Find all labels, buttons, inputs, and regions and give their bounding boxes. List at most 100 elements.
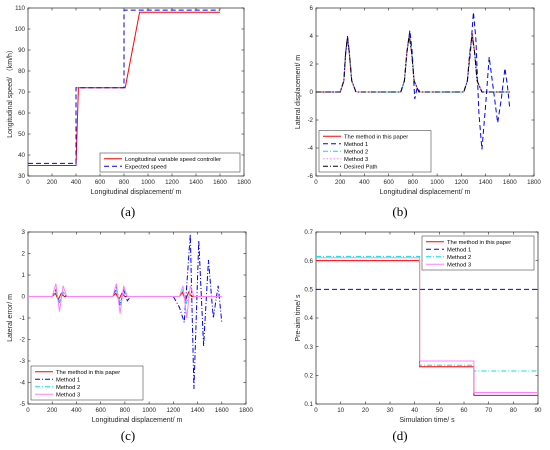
x-axis-label: Longitudinal displacement/ m [380,189,471,196]
y-axis-label: Pre-aim time/ s [295,294,302,342]
legend: Longitudinal variable speed controllerEx… [99,152,241,173]
caption-a: (a) [120,204,136,219]
x-tick-label: 1800 [527,179,541,186]
x-tick-label: 1600 [215,407,229,414]
legend-label: Method 3 [344,157,368,163]
chart-panel-d: 0 10 20 30 40 50 60 70 80 90 0.1 0.2 0.3 0.4 0.5 0.6 0.7… [295,229,542,424]
plot-area [27,7,245,177]
y-tick-label: 3 [22,229,26,236]
x-tick-label: 200 [47,179,58,186]
y-tick-label: 0.1 [304,401,313,408]
y-tick-label: 110 [15,5,25,12]
x-tick-label: 1200 [166,407,180,414]
y-tick-label: 4 [310,33,314,40]
x-tick-label: 1400 [191,407,205,414]
y-tick-label: 0 [310,89,314,96]
y-tick-label: 40 [18,152,25,159]
y-axis-label: Lateral error/ m [7,294,14,342]
x-tick-label: 400 [71,179,82,186]
caption-d: (d) [392,428,408,443]
y-tick-label: 70 [18,89,25,96]
y-tick-label: 30 [18,173,25,180]
x-tick-label: 600 [96,407,107,414]
x-tick-label: 1200 [454,179,468,186]
y-axis-label: Lateral displacement/ m [295,55,302,129]
x-tick-label: 1000 [430,179,444,186]
x-tick-label: 0 [26,407,30,414]
series-line-d-2 [316,255,538,372]
x-tick-label: 20 [362,407,369,414]
x-tick-label: 0 [314,407,318,414]
caption-b: (b) [392,204,408,219]
series-line-a-1 [28,9,220,164]
y-tick-label: 0.5 [304,287,313,294]
x-tick-label: 800 [119,179,130,186]
y-tick-label: 2 [310,61,314,68]
y-tick-label: -5 [19,401,25,408]
x-tick-label: 1800 [239,407,253,414]
y-tick-label: -4 [19,380,25,387]
series-line-d-0 [316,260,538,396]
caption-c: (c) [120,428,136,443]
x-tick-label: 40 [411,407,418,414]
x-tick-label: 90 [535,407,542,414]
x-tick-label: 600 [95,179,106,186]
x-tick-label: 80 [510,407,517,414]
x-tick-label: 800 [120,407,131,414]
legend-label: Method 1 [447,247,471,253]
legend-label: Method 2 [56,385,80,391]
x-tick-label: 50 [436,407,443,414]
chart-panel-a: 0 200 400 600 800 1000 1200 1400 1600 1800 30 40 50 6… [6,5,251,196]
legend-label: Method 3 [447,262,471,268]
x-tick-label: 600 [384,179,395,186]
y-tick-label: -4 [307,145,313,152]
x-tick-label: 400 [71,407,82,414]
chart-panel-c: 0 200 400 600 800 1000 1200 1400 1600 1800 -5 -4 -3 -… [7,229,253,424]
y-tick-label: 2 [22,251,26,258]
legend-label: Longitudinal variable speed controller [125,157,221,163]
y-tick-label: 0.4 [304,315,313,322]
x-tick-label: 200 [335,179,346,186]
y-tick-label: -1 [19,315,25,322]
y-tick-label: 50 [18,131,25,138]
x-axis-label: Longitudinal displacement/ m [91,189,182,196]
x-tick-label: 1600 [213,179,227,186]
legend-label: Desired Path [344,164,378,170]
legend-label: Method 2 [344,149,368,155]
y-tick-label: 0.6 [304,258,313,265]
y-tick-label: -3 [19,358,25,365]
y-tick-label: -6 [307,173,313,180]
y-tick-label: -2 [307,117,313,124]
x-tick-label: 0 [314,179,318,186]
x-tick-label: 1000 [141,179,155,186]
series-line-b-4 [316,35,510,93]
legend-label: The method in this paper [344,134,408,140]
x-tick-label: 1600 [503,179,517,186]
x-tick-label: 70 [485,407,492,414]
x-tick-label: 800 [408,179,419,186]
x-tick-label: 1200 [165,179,179,186]
legend-label: Method 2 [447,255,471,261]
y-tick-label: 90 [18,47,25,54]
series-line-c-3 [28,283,222,319]
y-tick-label: 100 [15,26,26,33]
legend-label: Method 3 [56,392,80,398]
y-axis-label: Longitudinal speed/ （km/h） [6,46,14,138]
legend-label: The method in this paper [56,370,120,376]
chart-panel-b: 0 200 400 600 800 1000 1200 1400 1600 1800 -6 -4 -2 0… [295,5,541,196]
y-tick-label: 0.7 [304,229,313,236]
x-tick-label: 0 [26,179,30,186]
x-tick-label: 10 [337,407,344,414]
legend-label: Method 1 [344,142,368,148]
x-tick-label: 60 [461,407,468,414]
x-axis-label: Longitudinal displacement/ m [92,417,183,424]
series-line-d-3 [316,257,538,394]
y-tick-label: -2 [19,337,25,344]
y-tick-label: 60 [18,110,25,117]
x-tick-label: 1000 [142,407,156,414]
legend-box [99,152,241,173]
x-tick-label: 1400 [189,179,203,186]
